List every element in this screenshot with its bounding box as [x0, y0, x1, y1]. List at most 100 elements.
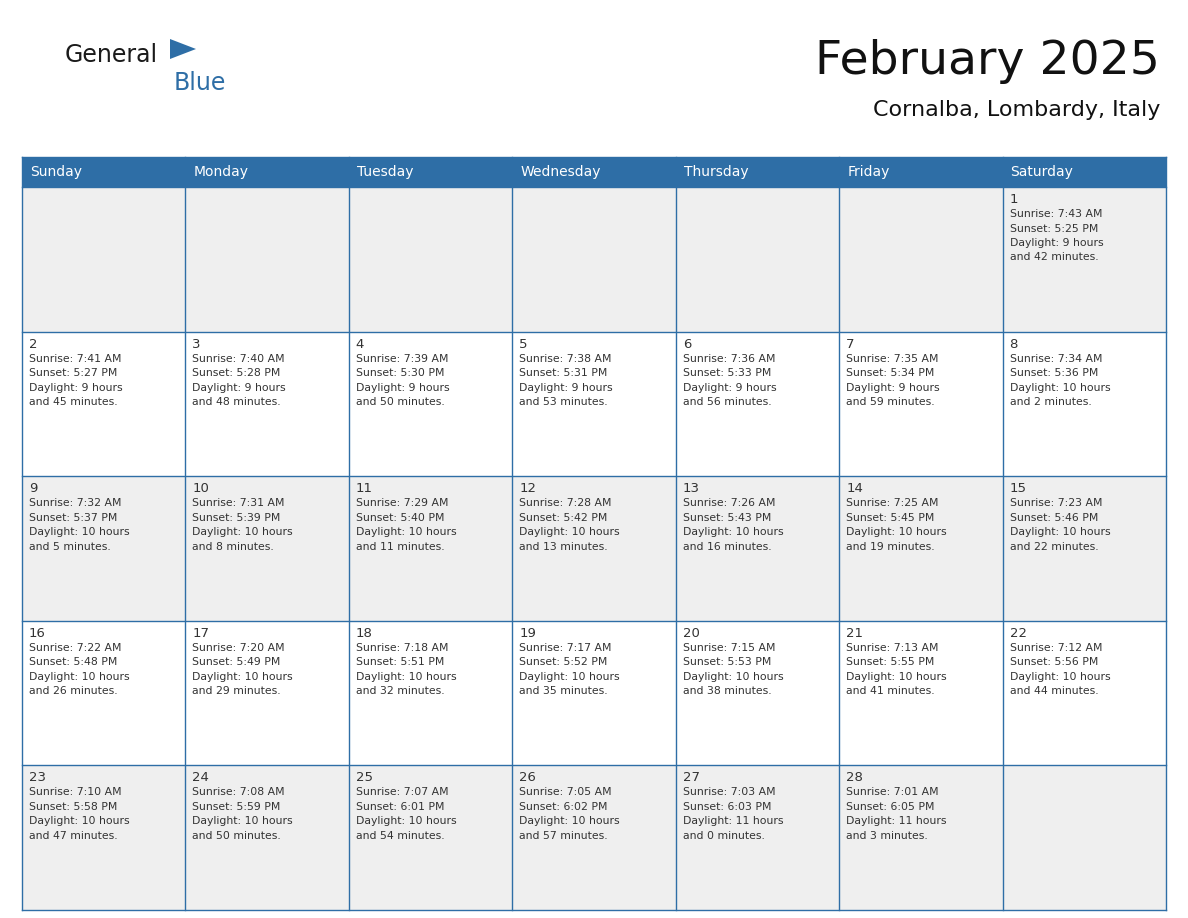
Text: and 48 minutes.: and 48 minutes. [192, 397, 282, 407]
Text: Daylight: 10 hours: Daylight: 10 hours [519, 816, 620, 826]
Text: Sunset: 5:36 PM: Sunset: 5:36 PM [1010, 368, 1098, 378]
Text: Sunrise: 7:36 AM: Sunrise: 7:36 AM [683, 353, 776, 364]
Text: Sunset: 5:56 PM: Sunset: 5:56 PM [1010, 657, 1098, 667]
Text: Daylight: 9 hours: Daylight: 9 hours [192, 383, 286, 393]
Text: 10: 10 [192, 482, 209, 495]
Text: Wednesday: Wednesday [520, 165, 601, 179]
Text: Sunrise: 7:41 AM: Sunrise: 7:41 AM [29, 353, 121, 364]
Text: 19: 19 [519, 627, 536, 640]
Text: Blue: Blue [173, 71, 227, 95]
Text: and 32 minutes.: and 32 minutes. [356, 687, 444, 696]
Bar [1003, 157, 1165, 187]
Text: Tuesday: Tuesday [356, 165, 413, 179]
Text: Sunrise: 7:23 AM: Sunrise: 7:23 AM [1010, 498, 1102, 509]
Text: 11: 11 [356, 482, 373, 495]
Text: Sunrise: 7:29 AM: Sunrise: 7:29 AM [356, 498, 448, 509]
Text: Sunset: 5:55 PM: Sunset: 5:55 PM [846, 657, 935, 667]
Bar [23, 331, 1165, 476]
Text: Sunrise: 7:31 AM: Sunrise: 7:31 AM [192, 498, 285, 509]
Text: and 11 minutes.: and 11 minutes. [356, 542, 444, 552]
Text: Sunrise: 7:03 AM: Sunrise: 7:03 AM [683, 788, 776, 798]
Bar [23, 187, 1165, 331]
Text: Sunrise: 7:43 AM: Sunrise: 7:43 AM [1010, 209, 1102, 219]
Text: Sunrise: 7:10 AM: Sunrise: 7:10 AM [29, 788, 121, 798]
Bar [349, 157, 512, 187]
Text: Daylight: 11 hours: Daylight: 11 hours [846, 816, 947, 826]
Text: Daylight: 10 hours: Daylight: 10 hours [683, 527, 783, 537]
Text: Sunrise: 7:34 AM: Sunrise: 7:34 AM [1010, 353, 1102, 364]
Text: Daylight: 10 hours: Daylight: 10 hours [29, 672, 129, 682]
Text: Sunrise: 7:08 AM: Sunrise: 7:08 AM [192, 788, 285, 798]
Text: and 22 minutes.: and 22 minutes. [1010, 542, 1098, 552]
Text: Sunrise: 7:35 AM: Sunrise: 7:35 AM [846, 353, 939, 364]
Text: Sunrise: 7:32 AM: Sunrise: 7:32 AM [29, 498, 121, 509]
Text: Sunrise: 7:22 AM: Sunrise: 7:22 AM [29, 643, 121, 653]
Text: and 42 minutes.: and 42 minutes. [1010, 252, 1098, 263]
Text: Sunrise: 7:05 AM: Sunrise: 7:05 AM [519, 788, 612, 798]
Bar [23, 476, 1165, 621]
Text: February 2025: February 2025 [815, 39, 1159, 84]
Text: 15: 15 [1010, 482, 1026, 495]
Text: 22: 22 [1010, 627, 1026, 640]
Text: and 50 minutes.: and 50 minutes. [356, 397, 444, 407]
Text: and 59 minutes.: and 59 minutes. [846, 397, 935, 407]
Text: Daylight: 10 hours: Daylight: 10 hours [1010, 672, 1111, 682]
Text: Sunrise: 7:18 AM: Sunrise: 7:18 AM [356, 643, 448, 653]
Text: and 57 minutes.: and 57 minutes. [519, 831, 608, 841]
Text: and 53 minutes.: and 53 minutes. [519, 397, 608, 407]
Text: Sunset: 6:02 PM: Sunset: 6:02 PM [519, 802, 608, 812]
Text: 13: 13 [683, 482, 700, 495]
Text: Sunset: 5:37 PM: Sunset: 5:37 PM [29, 512, 118, 522]
Text: Sunset: 5:58 PM: Sunset: 5:58 PM [29, 802, 118, 812]
Text: 27: 27 [683, 771, 700, 784]
Text: and 19 minutes.: and 19 minutes. [846, 542, 935, 552]
Text: and 3 minutes.: and 3 minutes. [846, 831, 928, 841]
Text: Sunrise: 7:40 AM: Sunrise: 7:40 AM [192, 353, 285, 364]
Text: Sunrise: 7:25 AM: Sunrise: 7:25 AM [846, 498, 939, 509]
Text: Sunset: 5:46 PM: Sunset: 5:46 PM [1010, 512, 1098, 522]
Text: and 50 minutes.: and 50 minutes. [192, 831, 282, 841]
Text: and 38 minutes.: and 38 minutes. [683, 687, 771, 696]
Text: 4: 4 [356, 338, 365, 351]
Text: and 44 minutes.: and 44 minutes. [1010, 687, 1098, 696]
Bar [23, 157, 185, 187]
Text: Sunset: 5:51 PM: Sunset: 5:51 PM [356, 657, 444, 667]
Text: and 2 minutes.: and 2 minutes. [1010, 397, 1092, 407]
Text: Sunset: 5:45 PM: Sunset: 5:45 PM [846, 512, 935, 522]
Text: Sunset: 5:48 PM: Sunset: 5:48 PM [29, 657, 118, 667]
Text: Daylight: 10 hours: Daylight: 10 hours [356, 672, 456, 682]
Text: Sunday: Sunday [30, 165, 82, 179]
Text: and 56 minutes.: and 56 minutes. [683, 397, 771, 407]
Text: Daylight: 10 hours: Daylight: 10 hours [356, 527, 456, 537]
Text: 2: 2 [29, 338, 38, 351]
Text: and 29 minutes.: and 29 minutes. [192, 687, 282, 696]
Text: and 35 minutes.: and 35 minutes. [519, 687, 608, 696]
Bar [839, 157, 1003, 187]
Text: Sunset: 6:01 PM: Sunset: 6:01 PM [356, 802, 444, 812]
Text: and 26 minutes.: and 26 minutes. [29, 687, 118, 696]
Text: Daylight: 10 hours: Daylight: 10 hours [192, 816, 293, 826]
Bar [23, 621, 1165, 766]
Text: 17: 17 [192, 627, 209, 640]
Text: Sunset: 5:28 PM: Sunset: 5:28 PM [192, 368, 280, 378]
Text: 1: 1 [1010, 193, 1018, 206]
Text: Sunset: 5:30 PM: Sunset: 5:30 PM [356, 368, 444, 378]
Text: Daylight: 10 hours: Daylight: 10 hours [846, 527, 947, 537]
Text: 25: 25 [356, 771, 373, 784]
Text: 24: 24 [192, 771, 209, 784]
Text: Sunrise: 7:13 AM: Sunrise: 7:13 AM [846, 643, 939, 653]
Text: Daylight: 10 hours: Daylight: 10 hours [192, 527, 293, 537]
Text: Sunrise: 7:15 AM: Sunrise: 7:15 AM [683, 643, 776, 653]
Text: Sunset: 5:42 PM: Sunset: 5:42 PM [519, 512, 607, 522]
Text: and 0 minutes.: and 0 minutes. [683, 831, 765, 841]
Text: Sunset: 5:49 PM: Sunset: 5:49 PM [192, 657, 280, 667]
Text: and 47 minutes.: and 47 minutes. [29, 831, 118, 841]
Text: Sunset: 5:39 PM: Sunset: 5:39 PM [192, 512, 280, 522]
Text: and 16 minutes.: and 16 minutes. [683, 542, 771, 552]
Text: 3: 3 [192, 338, 201, 351]
Text: Sunset: 5:43 PM: Sunset: 5:43 PM [683, 512, 771, 522]
Text: Friday: Friday [847, 165, 890, 179]
Text: General: General [65, 43, 158, 67]
Text: Monday: Monday [194, 165, 248, 179]
Text: Saturday: Saturday [1011, 165, 1074, 179]
